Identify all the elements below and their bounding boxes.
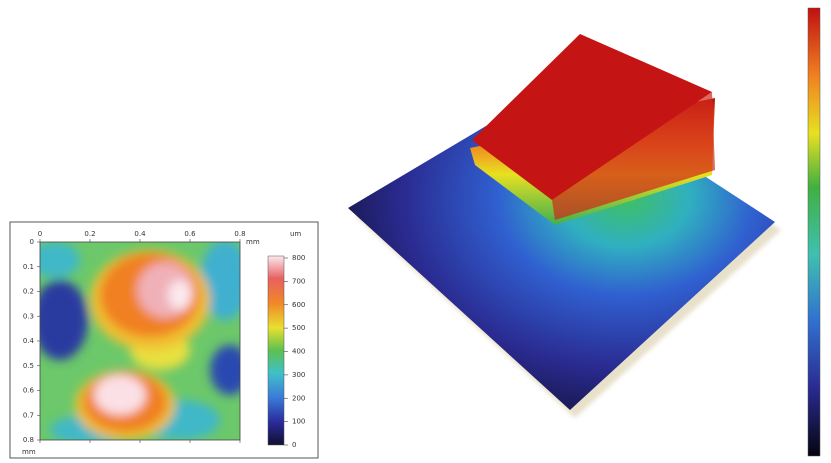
y-tick-label: 0.4 [23,337,35,345]
colorbar-tick-label: 600 [292,301,305,309]
y-tick-label: 0.6 [23,387,35,395]
x-tick-label: 0.6 [184,230,196,238]
surface-3d [348,34,781,418]
x-tick-label: 0.2 [84,230,95,238]
colorbar-3d [808,8,820,456]
colorbar-tick-label: 300 [292,371,305,379]
height-map [30,240,250,445]
y-unit: mm [22,448,36,456]
y-tick-label: 0.3 [23,312,34,320]
colorbar-tick-label: 800 [292,254,305,262]
y-tick-label: 0.5 [23,362,34,370]
y-tick-label: 0.2 [23,288,34,296]
y-tick-label: 0.8 [23,436,34,444]
x-tick-label: 0.4 [134,230,146,238]
x-tick-label: 0.8 [234,230,245,238]
colorbar-tick-label: 400 [292,348,305,356]
y-tick-label: 0 [30,238,34,246]
colorbar-tick-label: 0 [292,441,296,449]
y-tick-label: 0.1 [23,263,34,271]
y-tick-label: 0.7 [23,411,34,419]
colorbar-tick-label: 200 [292,394,305,402]
colorbar-tick-label: 100 [292,418,305,426]
x-unit: mm [246,238,260,246]
colorbar-tick-label: 700 [292,277,305,285]
colorbar [268,256,284,445]
colorbar-unit: um [290,230,301,238]
figure: um mm mm 0 0.2 0.4 0.6 0.8 0 0.1 0.2 0.3 0.4 0.5 0.… [0,0,831,463]
x-tick-label: 0 [38,230,42,238]
colorbar-tick-label: 500 [292,324,305,332]
